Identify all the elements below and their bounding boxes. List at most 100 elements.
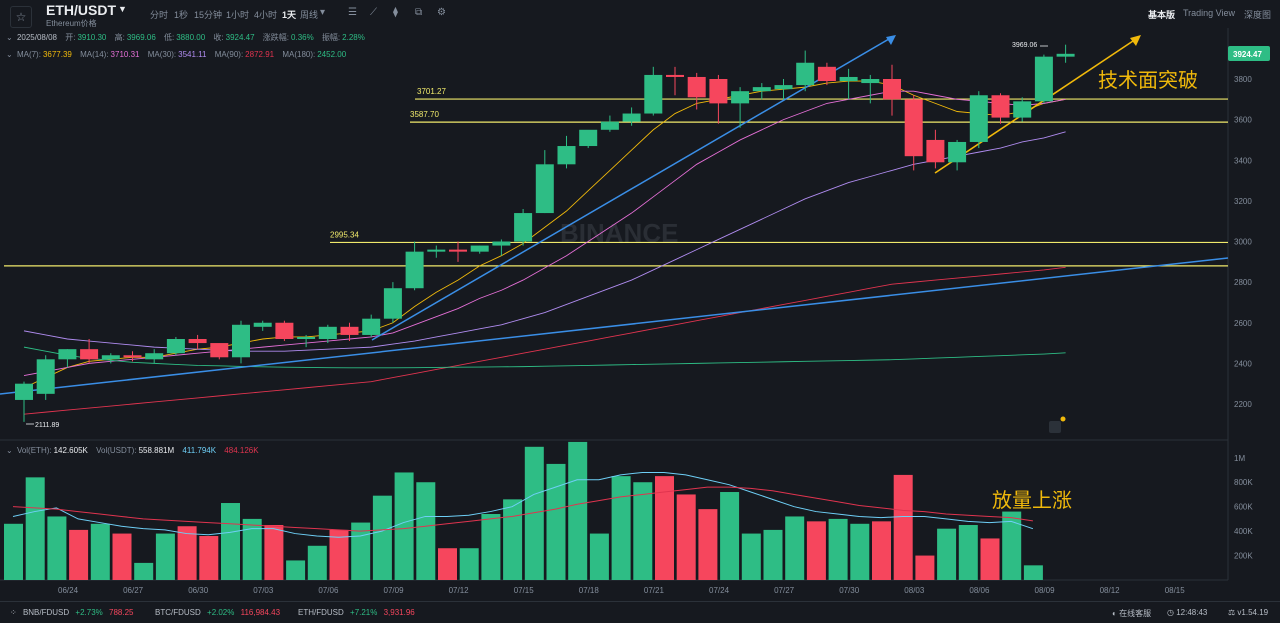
breakout-line [934, 36, 1140, 174]
candle-body [253, 322, 272, 327]
vol-eth-value: 142.605K [53, 446, 88, 455]
price-chart[interactable]: BINANCE 2200 2400 2600 2800 3000 3200 3400 3600 3… [0, 28, 1280, 601]
current-price-label: 3924.47 [1233, 50, 1262, 59]
favorite-star-icon[interactable]: ☆ [10, 6, 32, 28]
volume-bar [394, 472, 414, 580]
candle-body [318, 326, 337, 339]
ohlc-legend: ⌄ 2025/08/08 开: 3910.30 高: 3969.06 低: 3880.… [6, 32, 371, 43]
candle-body [340, 326, 359, 335]
timeframe-tab[interactable]: 1秒 [174, 10, 189, 20]
ticker-eth[interactable]: ETH/FDUSD +7.21% 3,931.96 [298, 608, 415, 617]
candle-type-icon[interactable]: ⧫ [393, 7, 398, 18]
current-price-tag [1228, 46, 1270, 61]
volume-bar [828, 518, 848, 580]
volume-bar [90, 523, 110, 580]
candle-body [861, 79, 880, 84]
change-label: 涨跌幅: [262, 33, 290, 42]
candle-body [752, 87, 771, 92]
volume-bar [655, 476, 674, 580]
timeframe-tab[interactable]: 15分钟 [194, 10, 223, 20]
vol-ma1-value: 411.794K [182, 446, 217, 455]
candle-body [405, 251, 424, 289]
view-tab-depth[interactable]: 深度图 [1244, 10, 1272, 20]
volume-bar [112, 533, 132, 580]
open-label: 开: [65, 33, 76, 42]
ma30-value: 3541.11 [178, 50, 207, 59]
ma7-label: MA(7): [16, 50, 41, 59]
candle-body [1034, 56, 1053, 102]
pair-title[interactable]: ETH/USDT [46, 2, 116, 18]
high-label: 高: [114, 33, 125, 42]
volume-collapse-icon[interactable]: ⌄ [6, 446, 13, 455]
volume-bar [47, 516, 67, 580]
date-tick-label: 07/06 [318, 586, 339, 595]
ma90-value: 2872.91 [245, 50, 275, 59]
timeframe-tab[interactable]: 周线 [300, 10, 319, 20]
ohlc-date: 2025/08/08 [16, 33, 57, 42]
amp-value: 2.28% [342, 33, 365, 42]
volume-bar [416, 482, 436, 580]
volume-tick-label: 1M [1234, 454, 1245, 463]
high-value: 3969.06 [126, 33, 156, 42]
ticker-symbol: BNB/FDUSD [22, 608, 70, 617]
candle-body [774, 85, 793, 90]
candle-body [904, 99, 923, 157]
trend-arrow-head [886, 35, 896, 45]
clock-time: 12:48:43 [1176, 608, 1208, 617]
view-tab-tradingview[interactable]: Trading View [1183, 8, 1236, 18]
ticker-symbol: ETH/FDUSD [298, 608, 344, 617]
volume-bar [937, 528, 957, 580]
timeframe-tab[interactable]: 分时 [150, 10, 169, 20]
date-tick-label: 06/27 [123, 586, 144, 595]
customer-service-label: 在线客服 [1119, 609, 1152, 618]
date-tick-label: 07/24 [709, 586, 730, 595]
view-tab-basic[interactable]: 基本版 [1148, 10, 1176, 20]
candle-body [123, 355, 142, 358]
timeframe-tab[interactable]: 4小时 [254, 10, 278, 20]
price-tick-label: 3800 [1234, 75, 1252, 84]
ma180-label: MA(180): [282, 50, 316, 59]
ma7-value: 3677.39 [42, 50, 72, 59]
ticker-bnb[interactable]: ⁘ BNB/FDUSD +2.73% 788.25 [10, 608, 133, 617]
timeframe-tab-active[interactable]: 1天 [282, 10, 297, 20]
volume-bar [611, 476, 631, 580]
change-value: 0.36% [291, 33, 314, 42]
volume-tick-label: 800K [1234, 478, 1253, 487]
volume-tick-label: 400K [1234, 527, 1253, 536]
volume-bar [676, 494, 696, 580]
candle-body [15, 383, 33, 400]
candle-body [622, 113, 641, 122]
volume-bar [893, 474, 913, 580]
timeframe-dropdown-icon[interactable]: ▾ [320, 7, 326, 18]
draw-tool-icon[interactable]: ⟋ [370, 7, 377, 18]
volume-tick-label: 200K [1234, 552, 1253, 561]
legend-collapse-icon[interactable]: ⌄ [6, 33, 13, 42]
ma-legend: ⌄ MA(7): 3677.39 MA(14): 3710.31 MA(30): 35… [6, 50, 352, 59]
clock-icon: ◷ [1167, 608, 1174, 617]
volume-bar [286, 560, 306, 580]
ticker-btc[interactable]: BTC/FDUSD +2.02% 116,984.43 [155, 608, 280, 617]
alert-dot-icon [1060, 416, 1066, 422]
high-marker-label: 3969.06 [1012, 42, 1037, 49]
ma-collapse-icon[interactable]: ⌄ [6, 50, 13, 59]
candle-body [145, 353, 164, 360]
gear-icon[interactable]: ⚙ [437, 7, 446, 18]
timeframe-tab[interactable]: 1小时 [226, 10, 250, 20]
chart-settings-icon[interactable]: ☰ [348, 7, 357, 18]
customer-service[interactable]: ◐ 在线客服 [1112, 608, 1151, 619]
volume-bar [438, 548, 457, 580]
volume-bar [524, 446, 544, 580]
volume-bar [850, 523, 870, 580]
pair-dropdown-icon[interactable]: ▼ [118, 4, 127, 14]
volume-bar [806, 521, 826, 580]
low-marker-label: 2111.89 [35, 422, 59, 429]
volume-bar [741, 533, 761, 580]
volume-bar [177, 526, 197, 580]
top-toolbar: ☆ ETH/USDT ▼ Ethereum价格 分时 1秒 15分钟 1小时 4… [0, 0, 1280, 28]
volume-annotation: 放量上涨 [992, 490, 1072, 512]
price-tick-label: 3000 [1234, 238, 1252, 247]
candle-body [58, 349, 77, 360]
candle-body [232, 324, 250, 358]
indicator-icon[interactable]: ⧉ [415, 7, 423, 18]
candle-body [709, 79, 728, 104]
